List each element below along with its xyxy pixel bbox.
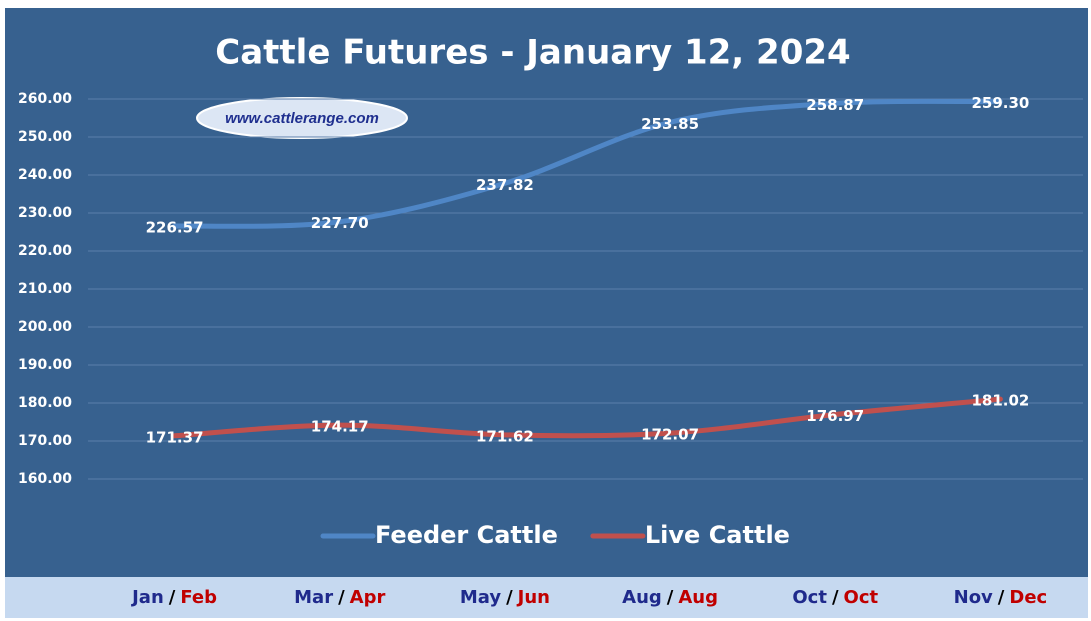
data-label: 172.07 <box>641 426 699 444</box>
y-tick-label: 240.00 <box>18 167 72 183</box>
plot-background <box>5 8 1088 577</box>
category-part: Jun <box>516 587 550 608</box>
category-part: Apr <box>350 587 386 608</box>
category-part: Feb <box>180 587 217 608</box>
category-part: / <box>338 587 345 608</box>
category-part: Oct <box>844 587 879 608</box>
x-tick-label: Aug / Aug <box>622 587 718 608</box>
category-strip <box>5 577 1088 618</box>
category-part: Nov <box>954 587 993 608</box>
y-tick-label: 180.00 <box>18 395 72 411</box>
data-label: 226.57 <box>146 219 204 237</box>
category-part: Aug <box>622 587 662 608</box>
data-label: 176.97 <box>806 407 864 425</box>
y-tick-label: 190.00 <box>18 357 72 373</box>
series-line <box>172 98 1003 229</box>
category-part: / <box>998 587 1005 608</box>
category-part: Aug <box>678 587 718 608</box>
data-label: 253.85 <box>641 115 699 133</box>
y-tick-label: 220.00 <box>18 243 72 259</box>
data-label: 181.02 <box>971 392 1029 410</box>
data-label: 174.17 <box>311 418 369 436</box>
y-tick-label: 250.00 <box>18 129 72 145</box>
y-tick-label: 260.00 <box>18 91 72 107</box>
category-part: / <box>506 587 513 608</box>
y-tick-label: 160.00 <box>18 471 72 487</box>
x-tick-label: May / Jun <box>460 587 550 608</box>
y-tick-label: 210.00 <box>18 281 72 297</box>
x-tick-label: Jan / Feb <box>130 587 217 608</box>
data-label: 237.82 <box>476 176 534 194</box>
watermark: www.cattlerange.com <box>225 110 379 127</box>
category-part: Jan <box>130 587 164 608</box>
y-tick-label: 200.00 <box>18 319 72 335</box>
category-part: / <box>832 587 839 608</box>
legend-label: Feeder Cattle <box>375 521 558 549</box>
chart-title: Cattle Futures - January 12, 2024 <box>215 33 850 73</box>
y-tick-label: 170.00 <box>18 433 72 449</box>
data-label: 258.87 <box>806 96 864 114</box>
data-label: 171.37 <box>146 428 204 446</box>
category-part: / <box>169 587 176 608</box>
x-tick-label: Nov / Dec <box>954 587 1048 608</box>
data-label: 227.70 <box>311 214 369 232</box>
series-line <box>172 396 1003 439</box>
category-part: / <box>667 587 674 608</box>
category-part: Dec <box>1009 587 1047 608</box>
x-tick-label: Mar / Apr <box>294 587 385 608</box>
category-part: May <box>460 587 502 608</box>
legend-label: Live Cattle <box>645 521 790 549</box>
category-part: Mar <box>294 587 333 608</box>
y-tick-label: 230.00 <box>18 205 72 221</box>
x-tick-label: Oct / Oct <box>792 587 878 608</box>
data-label: 171.62 <box>476 427 534 445</box>
data-label: 259.30 <box>971 94 1029 112</box>
category-part: Oct <box>792 587 827 608</box>
watermark-oval <box>196 97 408 139</box>
